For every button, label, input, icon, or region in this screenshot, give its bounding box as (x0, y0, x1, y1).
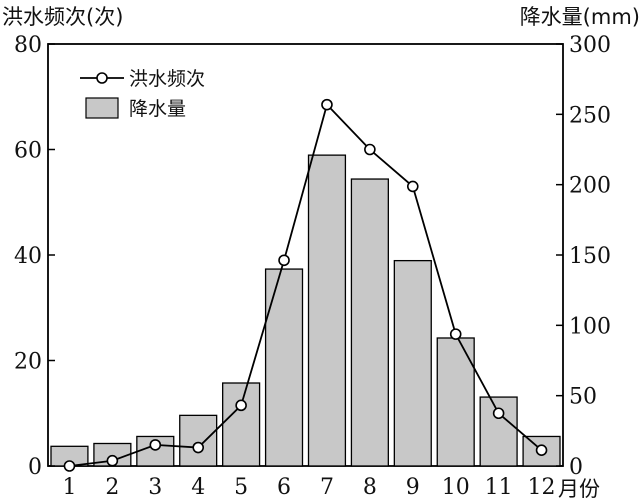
precipitation-bar-10 (436, 337, 475, 467)
x-tick-label-8: 8 (363, 475, 377, 500)
flood-frequency-point-3 (149, 439, 162, 451)
x-tick-label-11: 11 (485, 475, 513, 500)
right-tick-label: 50 (569, 385, 597, 410)
right-tick-label: 150 (569, 244, 611, 269)
precipitation-bar-9 (393, 259, 432, 467)
flood-frequency-point-8 (364, 143, 376, 156)
x-axis-ticks: 1 2 3 4 5 6 7 8 9 10 11 12 (62, 475, 555, 500)
x-tick-label-3: 3 (148, 475, 162, 500)
legend-bar-swatch (85, 97, 119, 119)
x-tick-label-12: 12 (528, 475, 556, 500)
left-tick-label: 80 (14, 33, 42, 58)
flood-frequency-point-6 (278, 254, 290, 267)
x-tick-label-4: 4 (191, 475, 205, 500)
precipitation-bar-11 (479, 396, 518, 467)
flood-frequency-point-2 (106, 454, 119, 467)
right-tick-label: 100 (569, 314, 611, 339)
x-tick-label-2: 2 (105, 475, 119, 500)
flood-frequency-point-5 (235, 399, 247, 412)
flood-frequency-point-11 (492, 407, 505, 420)
flood-frequency-point-10 (449, 328, 462, 340)
flood-frequency-point-4 (192, 441, 205, 454)
left-tick-label: 0 (28, 455, 42, 480)
left-tick-label: 20 (14, 350, 42, 375)
legend-label-precipitation: 降水量 (129, 98, 186, 120)
line-series-group (63, 98, 548, 472)
right-tick-label: 200 (569, 174, 611, 199)
legend-marker-swatch (96, 72, 108, 84)
left-tick-label: 60 (14, 139, 42, 164)
left-tick-label: 40 (14, 244, 42, 269)
right-axis-title: 降水量(mm) (520, 5, 640, 29)
left-axis-ticks: 0 20 40 60 80 (14, 33, 55, 480)
x-axis-unit-label: 月份 (558, 477, 600, 500)
right-axis-ticks: 0 50 100 150 200 250 300 (556, 33, 611, 480)
legend: 洪水频次 降水量 (80, 68, 205, 120)
x-tick-label-7: 7 (320, 475, 334, 500)
flood-frequency-point-12 (535, 444, 548, 456)
precipitation-bar-8 (350, 178, 389, 467)
precipitation-bar-7 (307, 154, 347, 467)
x-tick-label-6: 6 (277, 475, 291, 500)
flood-frequency-point-1 (63, 460, 76, 472)
flood-frequency-line (69, 102, 543, 467)
flood-frequency-point-7 (321, 98, 333, 111)
legend-label-flood-frequency: 洪水频次 (129, 68, 205, 90)
precipitation-bar-4 (179, 414, 218, 467)
x-tick-label-9: 9 (406, 475, 420, 500)
right-tick-label: 300 (569, 33, 611, 58)
x-tick-label-5: 5 (234, 475, 248, 500)
right-tick-label: 250 (569, 103, 611, 128)
left-axis-title: 洪水频次(次) (2, 5, 123, 29)
flood-frequency-point-9 (406, 180, 419, 193)
precipitation-bar-6 (264, 268, 304, 467)
right-tick-label: 0 (569, 455, 583, 480)
bar-series-group (50, 154, 561, 467)
precipitation-bar-5 (222, 382, 261, 467)
x-tick-label-10: 10 (442, 475, 470, 500)
x-tick-label-1: 1 (62, 475, 76, 500)
